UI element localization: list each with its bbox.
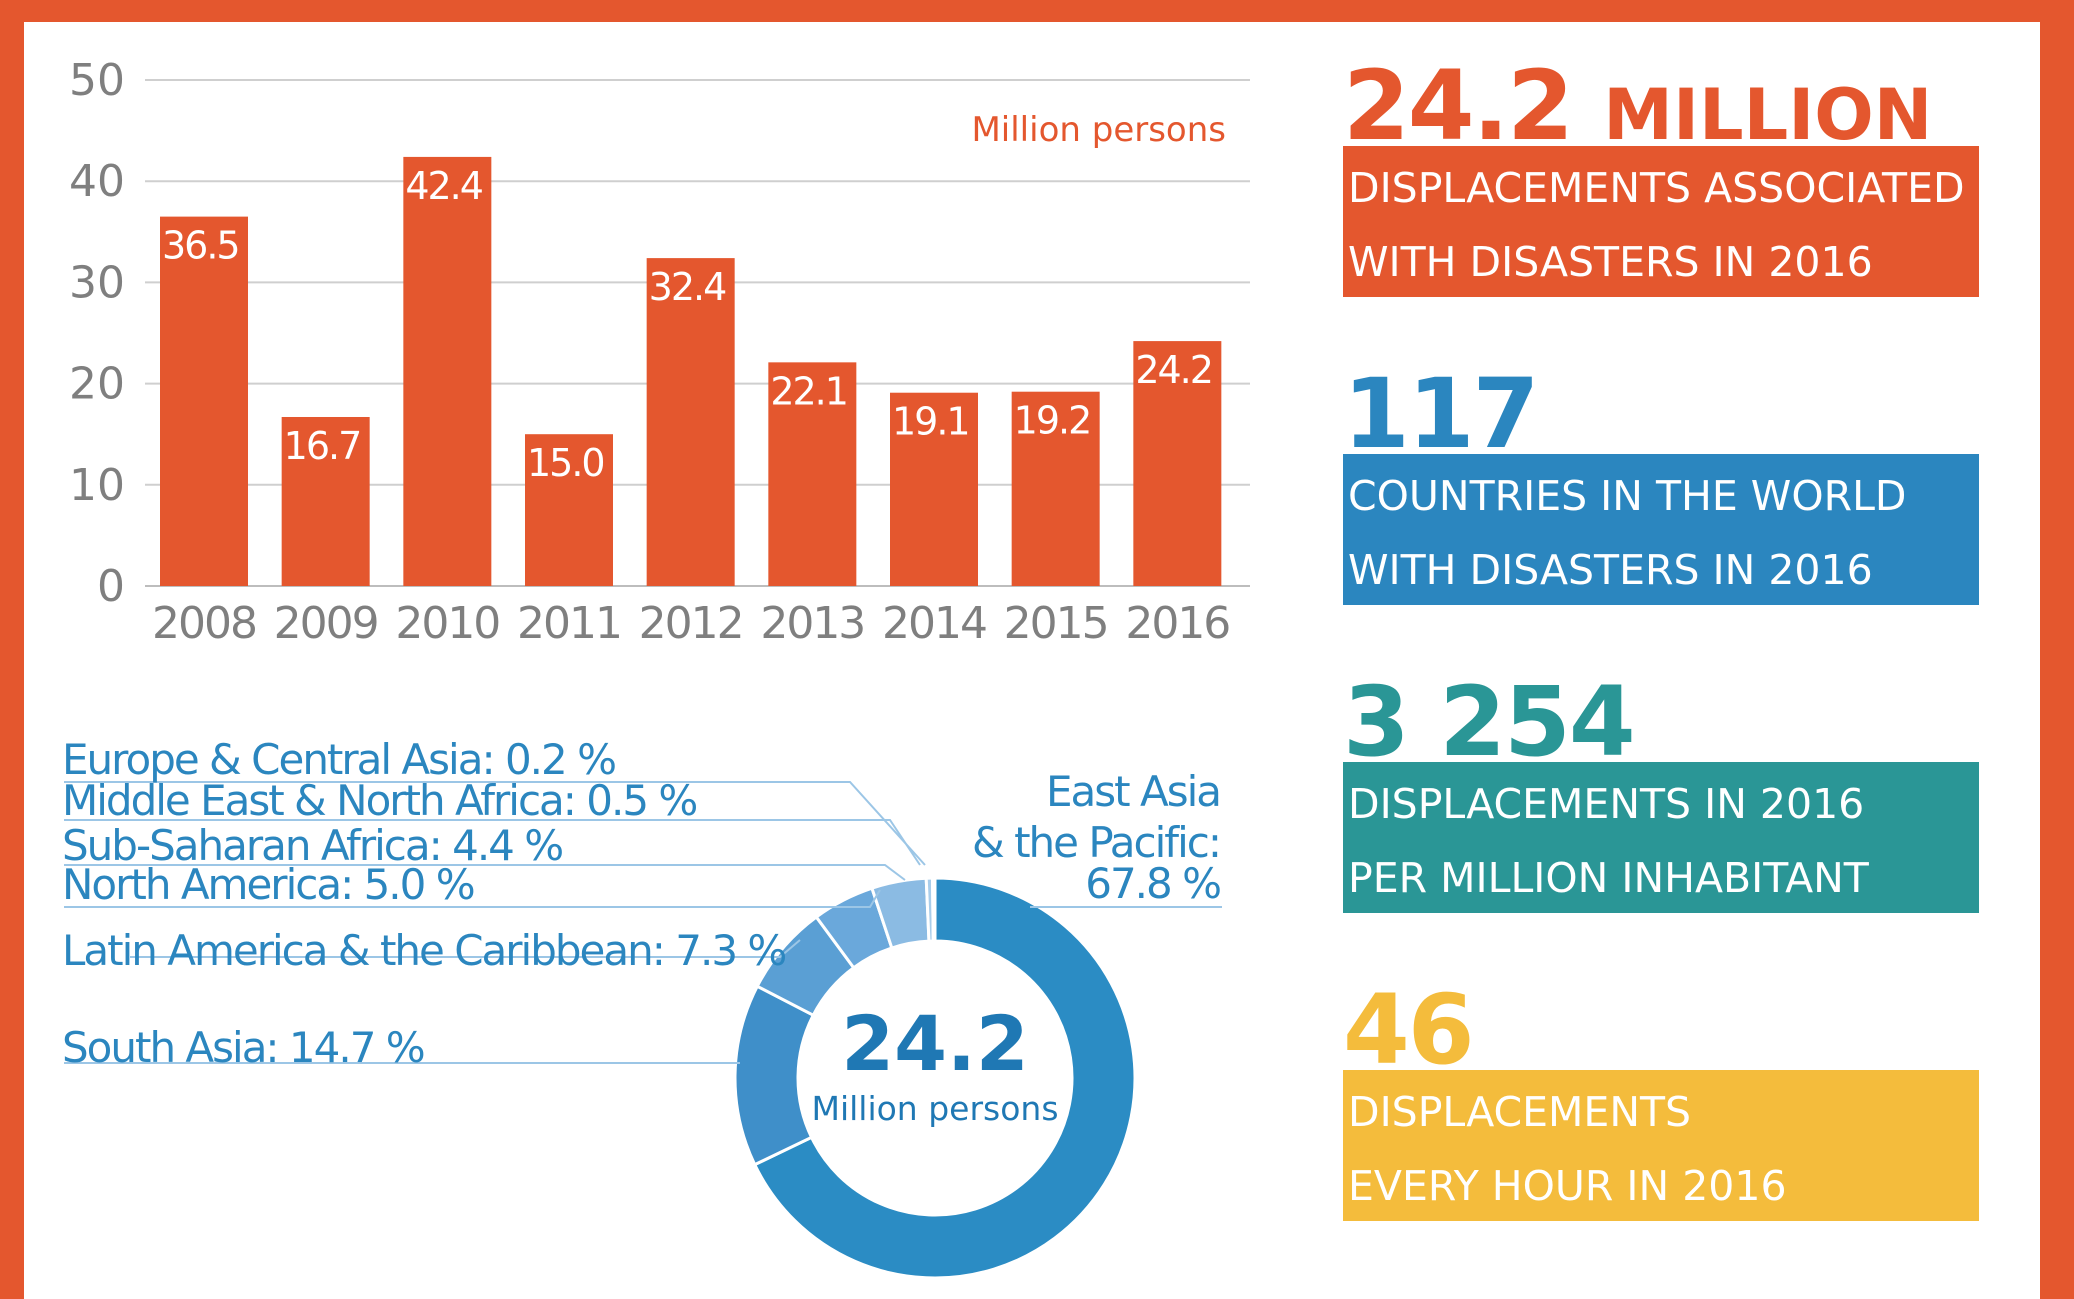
x-tick-label: 2008 xyxy=(152,598,256,649)
stat-headline: 3 254 xyxy=(1343,674,1636,770)
bar-value-label: 19.2 xyxy=(1014,399,1091,443)
y-tick-label: 50 xyxy=(69,55,125,106)
slice-label: North America: 5.0 % xyxy=(62,860,474,909)
bar xyxy=(1133,341,1222,586)
x-tick-label: 2009 xyxy=(274,598,378,649)
stat-headline: 117 xyxy=(1343,366,1539,462)
donut-center-unit: Million persons xyxy=(811,1089,1058,1128)
stat-line-2: WITH DISASTERS IN 2016 xyxy=(1348,238,1873,286)
slice-label: Sub-Saharan Africa: 4.4 % xyxy=(62,821,562,870)
stat-line-2: EVERY HOUR IN 2016 xyxy=(1348,1162,1787,1210)
stat-box: COUNTRIES IN THE WORLD WITH DISASTERS IN… xyxy=(1343,454,1979,605)
stat-box: DISPLACEMENTS IN 2016 PER MILLION INHABI… xyxy=(1343,762,1979,913)
slice-label: 67.8 % xyxy=(1085,859,1220,908)
x-tick-label: 2013 xyxy=(760,598,864,649)
stat-line-1: DISPLACEMENTS xyxy=(1348,1088,1692,1136)
y-tick-label: 30 xyxy=(69,257,125,308)
stat-box: DISPLACEMENTS ASSOCIATED WITH DISASTERS … xyxy=(1343,146,1979,297)
bar xyxy=(403,156,492,587)
bar-value-label: 15.0 xyxy=(527,441,604,485)
bar xyxy=(1011,391,1100,586)
stat-headline-value: 24.2 xyxy=(1343,50,1574,162)
bar xyxy=(646,258,735,586)
y-tick-label: 10 xyxy=(69,460,125,511)
stat-headline: 46 xyxy=(1343,982,1475,1078)
x-tick-label: 2012 xyxy=(639,598,743,649)
y-tick-label: 0 xyxy=(97,561,125,612)
bar-value-label: 16.7 xyxy=(284,424,361,468)
bar xyxy=(281,416,370,586)
stat-headline-value: 46 xyxy=(1343,974,1475,1086)
bar xyxy=(768,362,857,586)
stat-headline-suffix: MILLION xyxy=(1603,74,1933,156)
bar-value-label: 22.1 xyxy=(770,369,847,413)
stat-headline-value: 3 254 xyxy=(1343,666,1636,778)
bar xyxy=(160,216,248,586)
slice-label: Latin America & the Caribbean: 7.3 % xyxy=(62,926,785,975)
leader-line xyxy=(64,819,921,866)
y-tick-label: 40 xyxy=(69,156,125,207)
bar-value-label: 19.1 xyxy=(892,400,969,444)
bar-chart: 0 10 20 30 40 50 36.5 2008 16.7 2009 42.4 2010 15.0 2… xyxy=(69,55,1250,649)
slice-label: Middle East & North Africa: 0.5 % xyxy=(62,776,696,825)
bar-chart-unit: Million persons xyxy=(971,110,1226,150)
donut-center-value: 24.2 xyxy=(841,999,1029,1088)
donut-slice xyxy=(930,876,937,943)
leader-line xyxy=(64,864,906,881)
x-tick-label: 2010 xyxy=(395,598,499,649)
x-tick-label: 2015 xyxy=(1004,598,1108,649)
stat-box: DISPLACEMENTS EVERY HOUR IN 2016 xyxy=(1343,1070,1979,1221)
bar xyxy=(890,392,978,586)
frame-edge xyxy=(2040,0,2074,1299)
leader-line xyxy=(130,939,801,958)
x-tick-label: 2014 xyxy=(882,598,986,649)
leader-line xyxy=(64,781,926,866)
x-tick-label: 2016 xyxy=(1125,598,1229,649)
bar-value-label: 42.4 xyxy=(405,164,482,208)
stat-line-2: WITH DISASTERS IN 2016 xyxy=(1348,546,1873,594)
bar xyxy=(525,434,613,586)
slice-label: Europe & Central Asia: 0.2 % xyxy=(62,735,615,784)
donut-slice xyxy=(733,984,816,1167)
stat-line-1: DISPLACEMENTS IN 2016 xyxy=(1348,780,1865,828)
donut-slice xyxy=(752,876,1137,1280)
stat-line-2: PER MILLION INHABITANT xyxy=(1348,854,1869,902)
x-tick-label: 2011 xyxy=(517,598,621,649)
stat-line-1: DISPLACEMENTS ASSOCIATED xyxy=(1348,164,1965,212)
bar-value-label: 32.4 xyxy=(649,265,726,309)
slice-label: & the Pacific: xyxy=(972,818,1220,867)
slice-label: South Asia: 14.7 % xyxy=(62,1023,424,1072)
stat-headline-value: 117 xyxy=(1343,358,1539,470)
bar-value-label: 24.2 xyxy=(1135,348,1212,392)
bar-value-label: 36.5 xyxy=(162,224,239,268)
slice-label: East Asia xyxy=(1046,767,1220,816)
y-tick-label: 20 xyxy=(69,359,125,410)
leader-line xyxy=(64,889,881,908)
stat-line-1: COUNTRIES IN THE WORLD xyxy=(1348,472,1907,520)
stat-headline: 24.2 MILLION xyxy=(1343,58,1932,154)
donut-chart: Europe & Central Asia: 0.2 %Middle East … xyxy=(62,735,1222,1280)
